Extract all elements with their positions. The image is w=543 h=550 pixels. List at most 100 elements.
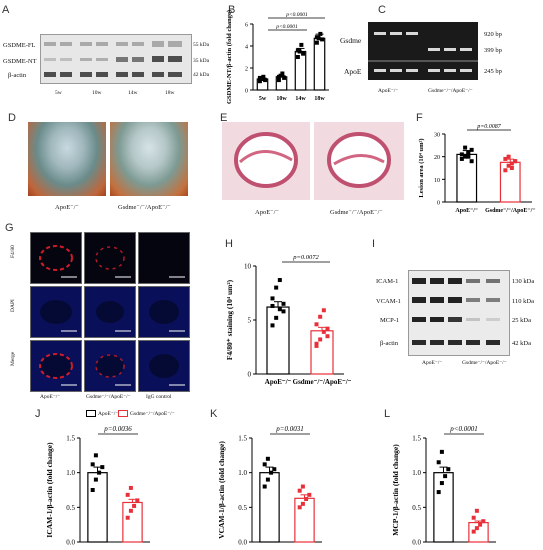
label-gsdme-e: Gsdme⁻/⁻/ApoE⁻/⁻	[330, 209, 383, 216]
data-point	[128, 485, 133, 490]
legend-apoe: ApoE⁻/⁻	[86, 410, 118, 417]
data-point	[295, 55, 300, 59]
aorta-photo-gsdme	[110, 122, 188, 196]
icam-label: ICAM-1	[376, 278, 399, 285]
kda-42-i: 42 kDa	[512, 340, 531, 347]
chart-h: 0 5 10 F4/80⁺ staining (10⁴ um²) ApoE⁻/⁻ Gsdm…	[225, 254, 352, 386]
data-point	[443, 474, 448, 479]
data-point	[282, 75, 287, 80]
data-point	[270, 296, 275, 301]
label-apoe-e: ApoE⁻/⁻	[255, 209, 279, 216]
data-point	[321, 329, 326, 334]
data-point	[276, 74, 281, 79]
data-point	[301, 51, 306, 56]
apoe-gene-label: ApoE	[344, 67, 362, 76]
lane-5w: 5w	[55, 90, 62, 96]
data-point	[471, 515, 476, 520]
data-point	[97, 470, 102, 475]
panel-label-f: F	[416, 112, 423, 124]
data-point	[132, 503, 137, 508]
lane-10w: 10w	[92, 90, 102, 96]
y-axis-label: VCAM-1/β-actin (fold change)	[217, 441, 226, 539]
chart-j: 0.0 0.5 1.0 1.5 ICAM-1/β-actin (fold change)…	[45, 425, 150, 547]
data-point	[318, 337, 323, 342]
lane-18w: 18w	[165, 90, 175, 96]
data-point	[320, 37, 325, 42]
gsdme-nt-label: GSDME-NT	[3, 58, 37, 65]
data-point	[325, 334, 330, 339]
y-tick-label: 30	[434, 133, 440, 139]
row-label-dapi: DAPI	[10, 299, 16, 312]
data-point	[90, 462, 95, 467]
p-value: p=0.0036	[103, 425, 132, 433]
bp-920: 920 bp	[484, 31, 502, 38]
mcp-label: MCP-1	[380, 317, 400, 324]
panel-label-c: C	[378, 4, 386, 16]
y-tick-label: 0	[245, 89, 248, 95]
p-value: p=0.0087	[476, 124, 502, 130]
p-value: p=0.0072	[292, 254, 319, 261]
data-point	[439, 449, 444, 454]
x-tick-label: Gsdme⁻/⁻/ApoE⁻/⁻	[293, 378, 352, 386]
data-point	[325, 326, 330, 331]
data-point	[265, 456, 270, 461]
data-point	[471, 529, 476, 534]
data-point	[307, 492, 312, 497]
bar	[310, 330, 334, 375]
data-point	[474, 508, 479, 513]
chart-k: 0.0 0.5 1.0 1.5 VCAM-1/β-actin (fold change)…	[217, 425, 322, 547]
x-tick-label: 10w	[276, 96, 287, 102]
y-tick-label: 1.0	[412, 469, 421, 477]
x-tick-label: ApoE⁻/⁻	[455, 208, 478, 214]
data-point	[446, 467, 451, 472]
y-tick-label: 1.5	[66, 435, 75, 443]
merge-igg	[138, 340, 190, 392]
data-point	[314, 322, 319, 327]
bar	[122, 501, 143, 543]
histology-apoe	[222, 122, 310, 200]
legend-label-gsdme: Gsdme⁻/⁻/ApoE⁻/⁻	[130, 410, 175, 417]
data-point	[503, 156, 508, 161]
kda-55: 55 kDa	[193, 42, 210, 48]
y-tick-label: 0	[437, 201, 440, 207]
x-tick-label: 14w	[295, 96, 306, 102]
panel-label-l: L	[384, 408, 391, 420]
panel-label-e: E	[220, 112, 228, 124]
data-point	[262, 484, 267, 489]
y-axis-label: F4/80⁺ staining (10⁴ um²)	[225, 279, 234, 360]
y-axis-label: ICAM-1/β-actin (fold change)	[45, 442, 54, 538]
aorta-photo-apoe	[28, 122, 106, 196]
data-point	[295, 48, 300, 53]
blot-a-bands	[40, 34, 192, 84]
data-point	[276, 78, 281, 83]
chart-l: 0.0 0.5 1.0 1.5 MCP-1/β-actin (fold change) p…	[391, 425, 496, 547]
legend-label-apoe: ApoE⁻/⁻	[98, 410, 119, 417]
data-point	[265, 477, 270, 482]
y-tick-label: 6	[245, 23, 248, 29]
bar	[259, 472, 280, 543]
data-point	[321, 308, 326, 313]
gsdme-fl-label: GSDME-FL	[3, 42, 36, 49]
data-point	[274, 315, 279, 320]
data-point	[281, 301, 286, 306]
data-point	[300, 484, 305, 489]
kda-35: 35 kDa	[193, 58, 210, 64]
x-tick-label: Gsdme⁻/⁻/ApoE⁻/⁻	[485, 208, 535, 214]
data-point	[297, 505, 302, 510]
y-tick-label: 1.5	[238, 435, 247, 443]
panel-label-k: K	[210, 408, 218, 420]
y-tick-label: 0.0	[238, 539, 247, 547]
f480-igg	[138, 232, 190, 284]
panel-label-g: G	[5, 222, 14, 234]
f480-apoe	[30, 232, 82, 284]
data-point	[277, 278, 282, 283]
group-apoe-i: ApoE⁻/⁻	[422, 360, 443, 366]
y-tick-label: 0.5	[238, 504, 247, 512]
p-value: p<0.0001	[449, 425, 477, 433]
data-point	[262, 462, 267, 467]
col-label-igg: IgG control	[146, 394, 172, 400]
data-point	[436, 460, 441, 465]
gsdme-gene-label: Gsdme	[340, 36, 362, 45]
f480-gsdme	[84, 232, 136, 284]
group-apoe-c: ApoE⁻/⁻	[378, 88, 399, 94]
